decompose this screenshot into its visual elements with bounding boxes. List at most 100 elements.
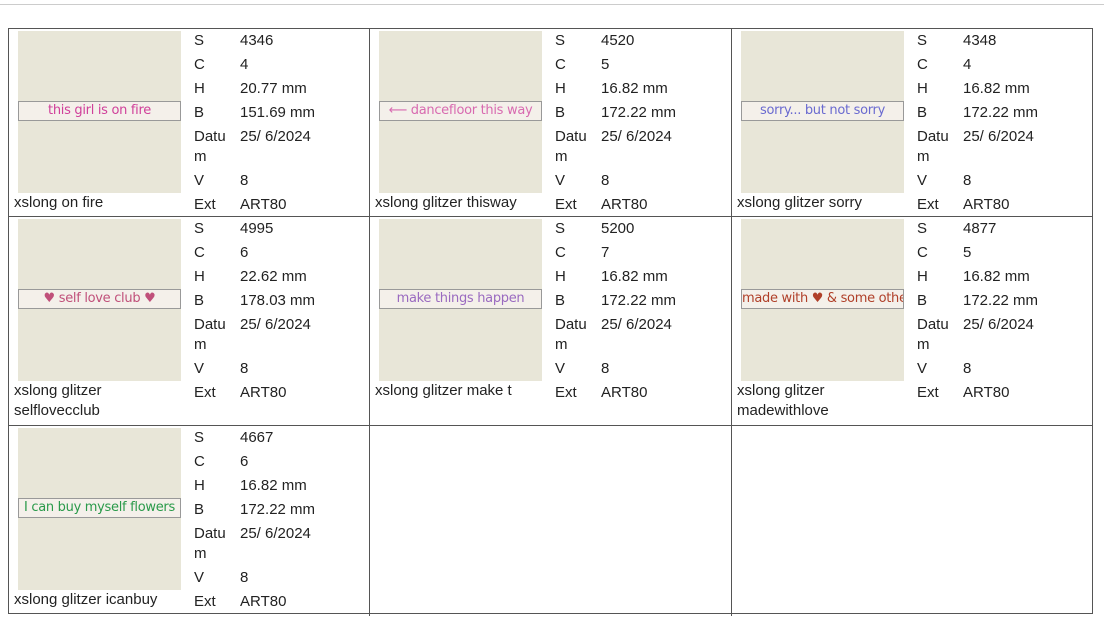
field-label: S	[194, 429, 205, 446]
field-label: Datum	[194, 525, 226, 562]
field-value: 151.69 mm	[240, 104, 316, 121]
field-row: Datum 25/ 6/2024	[555, 315, 676, 355]
field-value: 16.82 mm	[963, 80, 1030, 97]
field-value: 8	[963, 360, 972, 377]
preview-text: make things happen	[379, 289, 542, 309]
field-value: 172.22 mm	[601, 292, 677, 309]
thumbnail: make things happen	[379, 219, 542, 381]
field-value: 16.82 mm	[601, 80, 668, 97]
field-row: B 172.22 mm	[555, 103, 676, 123]
item-cell: I can buy myself flowers xslong glitzer i…	[9, 426, 370, 616]
field-label: S	[194, 220, 205, 237]
item-fields: S 4348 C 4 H 16.82 mm B 172.22 mm Datum 25/ 6/202…	[917, 29, 1038, 216]
field-value: 4	[963, 56, 972, 73]
field-row: B 172.22 mm	[917, 291, 1038, 311]
field-label: Ext	[194, 384, 216, 401]
field-value: ART80	[963, 196, 1010, 213]
field-label: V	[917, 360, 928, 377]
field-value: 25/ 6/2024	[240, 525, 311, 542]
field-value: 8	[601, 360, 610, 377]
field-row: B 172.22 mm	[917, 103, 1038, 123]
item-left: ⟵ dancefloor this way xslong glitzer this…	[370, 29, 550, 216]
field-value: 4995	[240, 220, 274, 237]
field-value: 172.22 mm	[963, 292, 1039, 309]
field-value: 6	[240, 453, 249, 470]
field-label: S	[194, 32, 205, 49]
item-cell	[370, 426, 732, 616]
field-label: H	[555, 268, 566, 285]
field-label: C	[194, 244, 205, 261]
field-value: 4520	[601, 32, 635, 49]
field-row: S 4995	[194, 219, 315, 239]
field-value: 178.03 mm	[240, 292, 316, 309]
field-label: Datum	[194, 316, 226, 353]
field-value: 25/ 6/2024	[963, 128, 1034, 145]
field-label: H	[194, 477, 205, 494]
field-label: S	[555, 220, 566, 237]
item-name: xslong glitzer sorry	[737, 194, 863, 211]
item-left: I can buy myself flowers xslong glitzer i…	[9, 426, 189, 616]
thumbnail: made with ♥ & some other shit	[741, 219, 904, 381]
field-label: Datum	[555, 128, 587, 165]
field-value: 8	[601, 172, 610, 189]
item-fields: S 4346 C 4 H 20.77 mm B 151.69 mm Datum 25/ 6/202…	[194, 29, 315, 216]
field-value: 25/ 6/2024	[601, 316, 672, 333]
field-label: B	[194, 104, 205, 121]
field-label: V	[194, 360, 205, 377]
field-row: Ext ART80	[555, 383, 676, 403]
field-value: 25/ 6/2024	[601, 128, 672, 145]
field-value: 4348	[963, 32, 997, 49]
item-cell: make things happen xslong glitzer make t S…	[370, 217, 732, 426]
field-row: S 4520	[555, 31, 676, 51]
item-fields: S 4877 C 5 H 16.82 mm B 172.22 mm Datum 25/ 6/202…	[917, 217, 1038, 425]
item-name: xslong glitzer thisway	[375, 194, 517, 211]
field-row: Ext ART80	[194, 592, 315, 612]
field-label: Datum	[917, 128, 949, 165]
item-cell: ♥ self love club ♥ xslong glitzer selflov…	[9, 217, 370, 426]
field-value: 4877	[963, 220, 997, 237]
field-value: 8	[240, 569, 249, 586]
field-value: 5	[601, 56, 610, 73]
field-value: 7	[601, 244, 610, 261]
field-value: 6	[240, 244, 249, 261]
field-row: S 4877	[917, 219, 1038, 239]
field-row: Ext ART80	[917, 383, 1038, 403]
item-name: xslong glitzer icanbuy	[14, 591, 158, 608]
field-label: Ext	[194, 196, 216, 213]
field-label: C	[194, 453, 205, 470]
preview-text: this girl is on fire	[18, 101, 181, 121]
item-left: ♥ self love club ♥ xslong glitzer selflov…	[9, 217, 189, 425]
field-row: Datum 25/ 6/2024	[194, 315, 315, 355]
field-value: 22.62 mm	[240, 268, 307, 285]
field-value: 25/ 6/2024	[240, 316, 311, 333]
field-value: 172.22 mm	[240, 501, 316, 518]
field-label: Ext	[917, 384, 939, 401]
field-label: Ext	[917, 196, 939, 213]
field-row: Ext ART80	[194, 383, 315, 403]
item-left: sorry... but not sorry xslong glitzer sor…	[732, 29, 912, 216]
item-left: this girl is on fire xslong on fire	[9, 29, 189, 216]
thumbnail: sorry... but not sorry	[741, 31, 904, 193]
field-value: 16.82 mm	[601, 268, 668, 285]
field-label: V	[917, 172, 928, 189]
item-fields: S 4667 C 6 H 16.82 mm B 172.22 mm Datum 25/ 6/202…	[194, 426, 315, 616]
field-row: Ext ART80	[194, 195, 315, 215]
field-row: Datum 25/ 6/2024	[194, 127, 315, 167]
preview-text: I can buy myself flowers	[18, 498, 181, 518]
field-label: H	[555, 80, 566, 97]
field-row: H 16.82 mm	[194, 476, 315, 496]
field-value: ART80	[601, 384, 648, 401]
field-row: H 16.82 mm	[555, 79, 676, 99]
field-value: 16.82 mm	[963, 268, 1030, 285]
field-row: Datum 25/ 6/2024	[917, 315, 1038, 355]
field-value: 20.77 mm	[240, 80, 307, 97]
